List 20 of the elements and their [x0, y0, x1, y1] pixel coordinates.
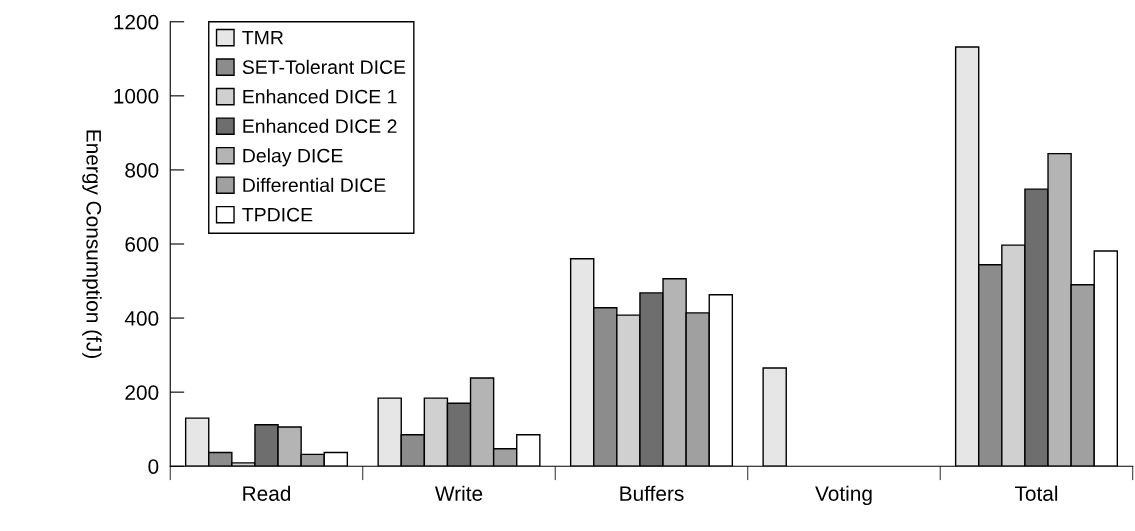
x-tick-label: Buffers [620, 485, 684, 501]
y-tick-label: 1200 [114, 14, 159, 30]
legend-label: Differential DICE [243, 177, 386, 193]
y-tick-label: 1000 [114, 88, 159, 104]
y-axis-title: Energy Consumption (fJ) [82, 130, 102, 358]
y-tick-label: 0 [148, 459, 159, 474]
x-tick-label: Total [1014, 485, 1058, 501]
x-tick-label: Voting [815, 485, 872, 506]
y-tick-label: 600 [125, 237, 159, 252]
legend-label: SET-Tolerant DICE [242, 59, 406, 75]
legend-label: Enhanced DICE 1 [243, 89, 397, 104]
y-tick-label: 400 [124, 311, 159, 326]
legend-label: Enhanced DICE 2 [243, 118, 397, 134]
x-tick-label: Read [243, 485, 291, 501]
legend-label: TPDICE [242, 207, 313, 222]
y-tick-label: 200 [125, 385, 159, 400]
x-tick-label: Write [434, 485, 483, 501]
y-tick-label: 800 [125, 162, 159, 178]
legend-label: TMR [242, 30, 284, 45]
legend-label: Delay DICE [243, 148, 343, 167]
